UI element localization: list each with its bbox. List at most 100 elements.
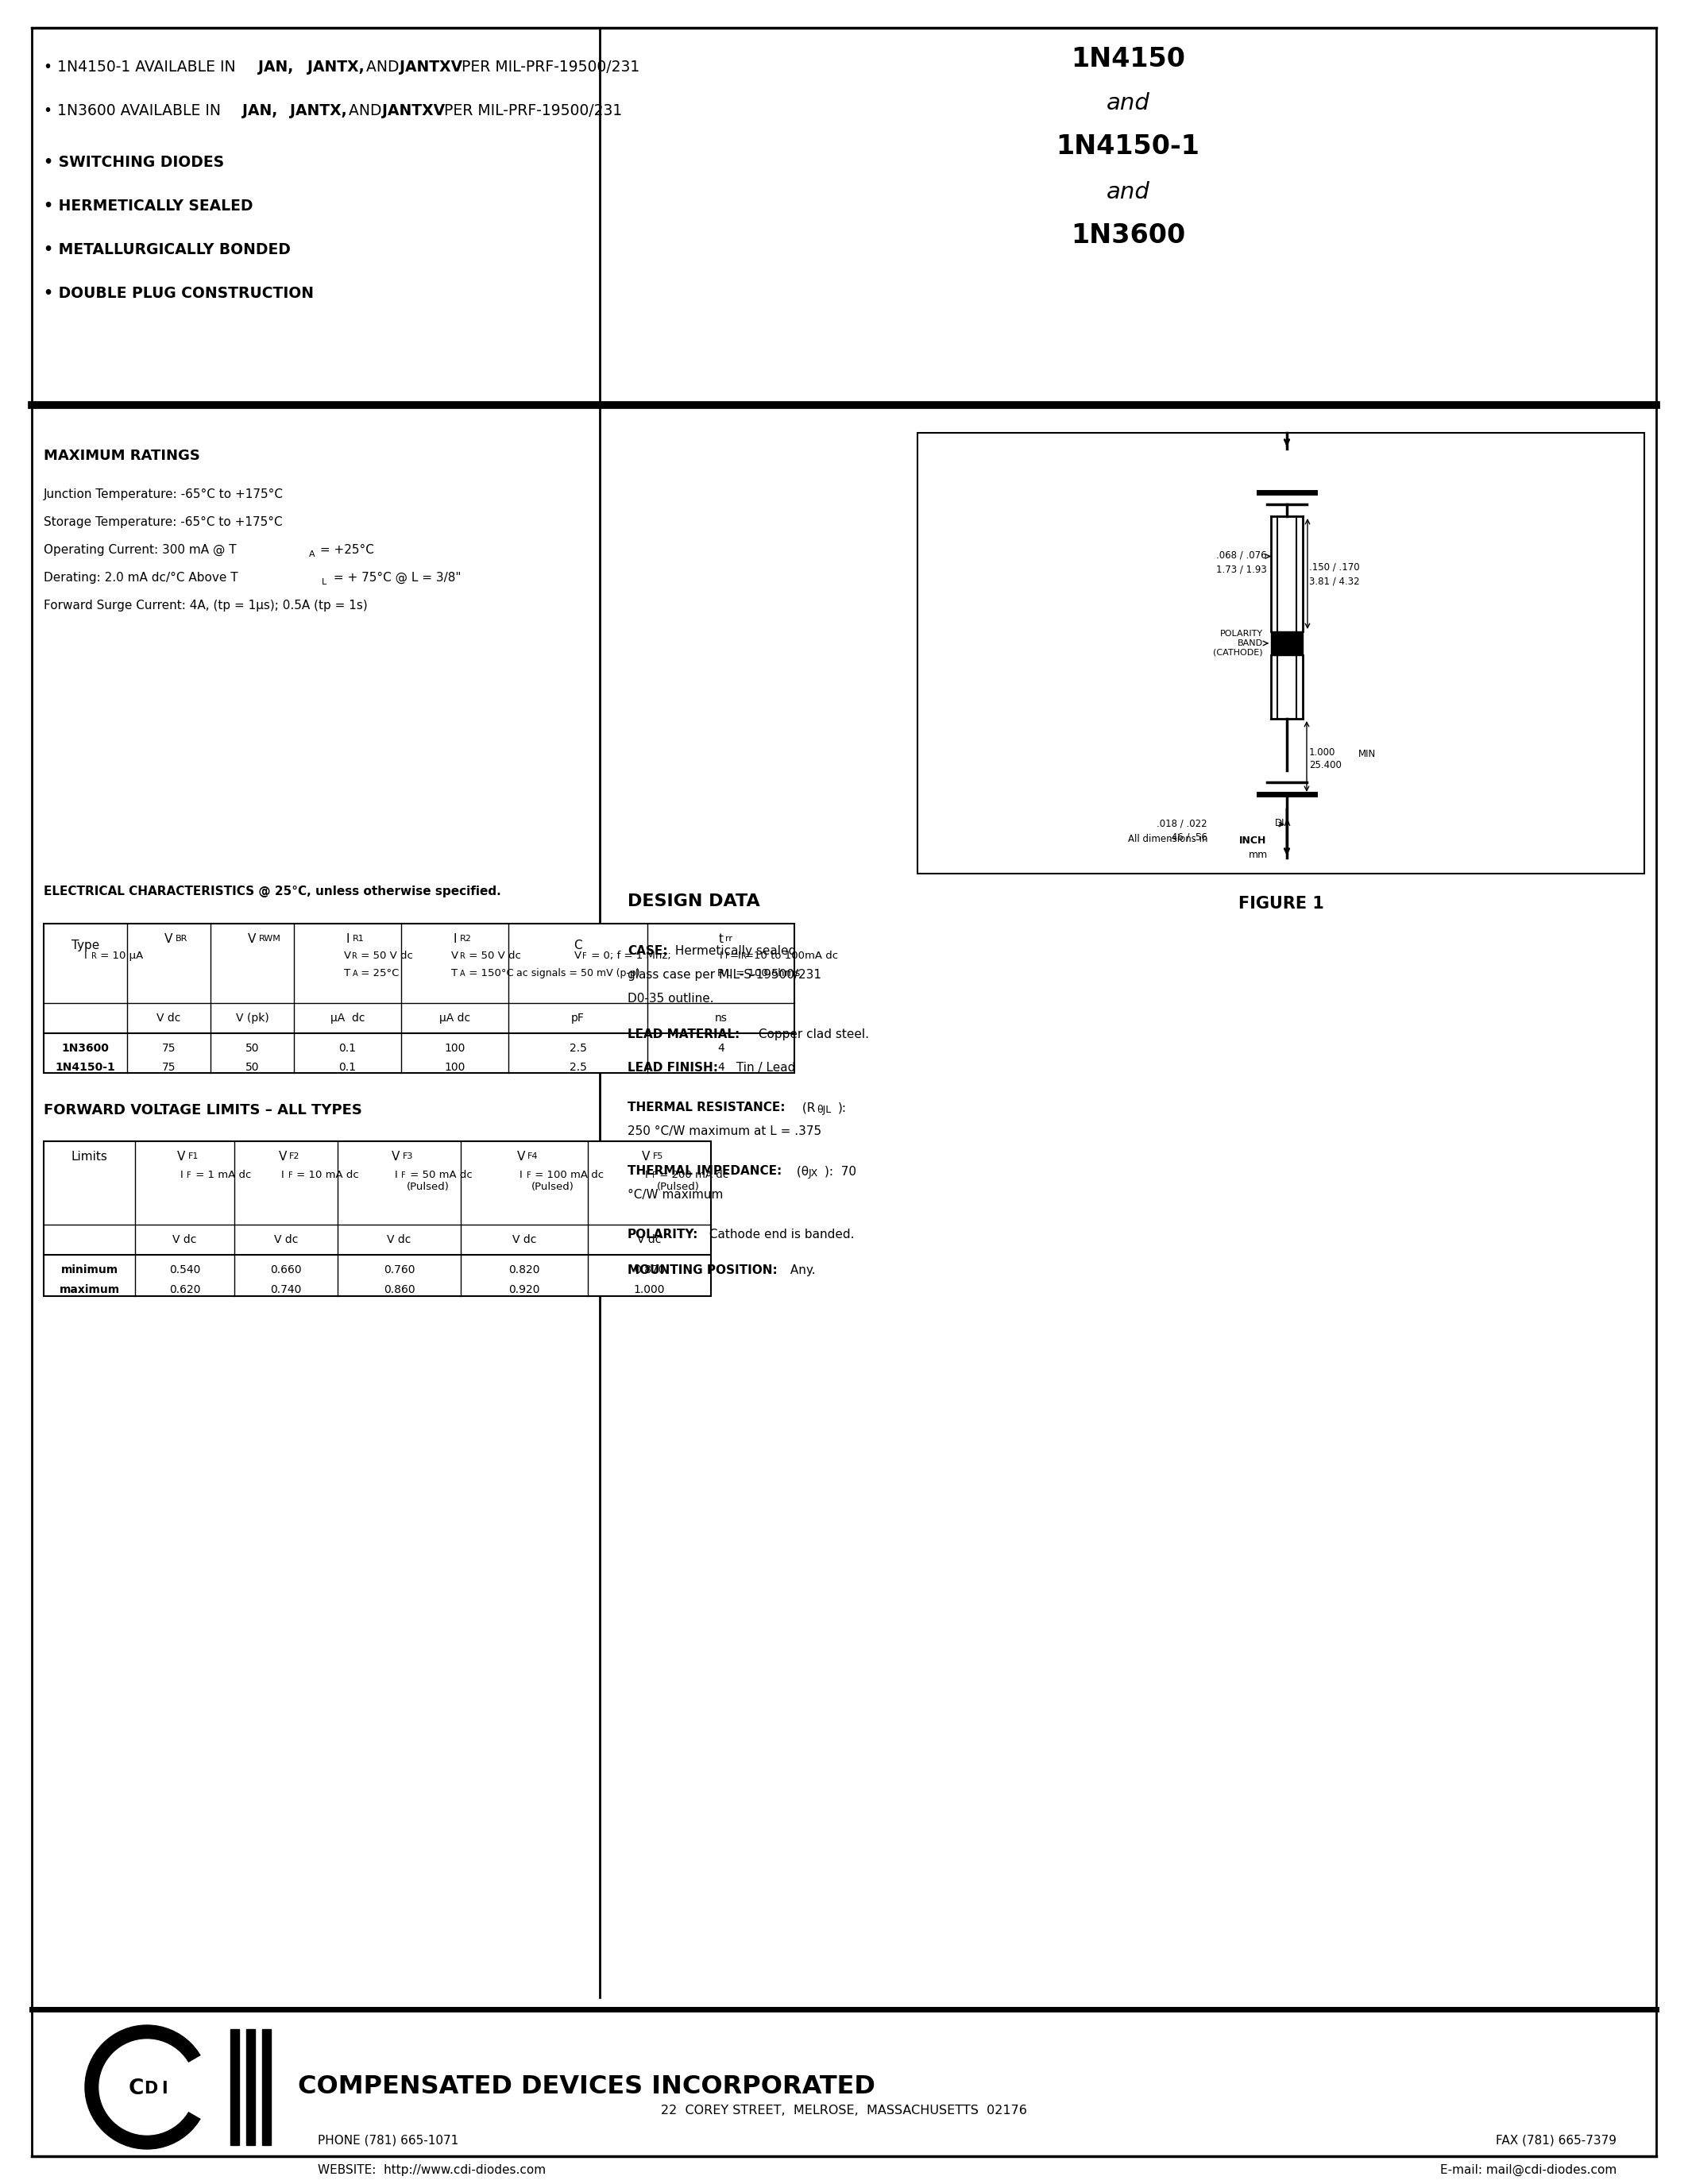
Text: 4: 4: [717, 1061, 724, 1072]
Text: V: V: [451, 950, 459, 961]
Text: 3.81 / 4.32: 3.81 / 4.32: [1310, 577, 1359, 587]
Text: 0.760: 0.760: [383, 1265, 415, 1275]
Bar: [44, 1142, 711, 1295]
Text: 1N4150: 1N4150: [1070, 46, 1185, 72]
Text: T: T: [452, 968, 457, 978]
Text: 1N4150-1: 1N4150-1: [56, 1061, 115, 1072]
Text: D: D: [143, 2081, 157, 2097]
Text: POLARITY:: POLARITY:: [628, 1230, 699, 1241]
Text: 0.1: 0.1: [339, 1042, 356, 1055]
Text: V dc: V dc: [511, 1234, 537, 1245]
Text: A: A: [459, 970, 464, 978]
Text: 0.870: 0.870: [633, 1265, 665, 1275]
Text: F: F: [652, 1171, 657, 1179]
Text: LEAD MATERIAL:: LEAD MATERIAL:: [628, 1029, 739, 1040]
Text: 0.1: 0.1: [339, 1061, 356, 1072]
Circle shape: [84, 2025, 209, 2149]
Circle shape: [100, 2040, 194, 2134]
Text: glass case per MIL-S-19500/231: glass case per MIL-S-19500/231: [628, 970, 822, 981]
Text: JANTXV: JANTXV: [381, 103, 446, 118]
Text: 0.820: 0.820: [508, 1265, 540, 1275]
Text: F3: F3: [402, 1153, 414, 1160]
Text: = 100 ohms: = 100 ohms: [733, 968, 800, 978]
Text: R: R: [717, 968, 724, 978]
Text: CASE:: CASE:: [628, 946, 668, 957]
Text: and: and: [1106, 92, 1150, 114]
Text: I: I: [181, 1171, 182, 1179]
Text: V dc: V dc: [387, 1234, 412, 1245]
Text: °C/W maximum: °C/W maximum: [628, 1188, 722, 1201]
Text: V: V: [641, 1151, 650, 1162]
Text: .46 / .56: .46 / .56: [1168, 832, 1207, 841]
Text: I: I: [520, 1171, 523, 1179]
Text: R: R: [459, 952, 464, 961]
Text: MIN: MIN: [1359, 749, 1376, 758]
Text: F: F: [289, 1171, 292, 1179]
Text: FIGURE 1: FIGURE 1: [1237, 895, 1323, 911]
Text: V (pk): V (pk): [236, 1013, 268, 1024]
Text: 50: 50: [245, 1042, 260, 1055]
Text: 75: 75: [162, 1061, 176, 1072]
Text: μA dc: μA dc: [439, 1013, 471, 1024]
Text: 1N3600: 1N3600: [1070, 223, 1185, 249]
Text: Cathode end is banded.: Cathode end is banded.: [706, 1230, 854, 1241]
Text: ):: ):: [837, 1101, 847, 1114]
Text: = 50 V dc: = 50 V dc: [466, 950, 520, 961]
Text: V: V: [344, 950, 351, 961]
Text: C: C: [128, 2079, 143, 2099]
Text: 0.540: 0.540: [169, 1265, 201, 1275]
Text: I: I: [84, 950, 86, 961]
Text: I: I: [719, 950, 722, 961]
Text: 250 °C/W maximum at L = .375: 250 °C/W maximum at L = .375: [628, 1125, 822, 1138]
Text: POLARITY
BAND
(CATHODE): POLARITY BAND (CATHODE): [1214, 631, 1263, 657]
Text: .068 / .076: .068 / .076: [1217, 550, 1268, 561]
Text: 0.740: 0.740: [270, 1284, 302, 1295]
Text: F: F: [527, 1171, 532, 1179]
Text: L: L: [322, 579, 327, 585]
Text: V dc: V dc: [273, 1234, 299, 1245]
Text: 75: 75: [162, 1042, 176, 1055]
Text: R: R: [741, 952, 746, 961]
Text: L: L: [726, 970, 731, 978]
Text: 0.920: 0.920: [508, 1284, 540, 1295]
Text: F: F: [724, 952, 729, 961]
Text: mm: mm: [1249, 850, 1268, 860]
Text: (θ: (θ: [793, 1164, 809, 1177]
Text: • SWITCHING DIODES: • SWITCHING DIODES: [44, 155, 225, 170]
Text: minimum: minimum: [61, 1265, 118, 1275]
Text: V: V: [165, 933, 172, 946]
Text: JANTX,: JANTX,: [290, 103, 346, 118]
Text: F4: F4: [527, 1153, 538, 1160]
Text: I: I: [346, 933, 349, 946]
Text: Type: Type: [71, 939, 100, 952]
Text: DIA: DIA: [1274, 819, 1291, 828]
Text: JAN,: JAN,: [258, 59, 294, 74]
Text: rr: rr: [724, 935, 733, 943]
Bar: [246, 2029, 255, 2145]
Text: 2.5: 2.5: [569, 1061, 587, 1072]
Text: =I: =I: [729, 950, 741, 961]
Text: THERMAL IMPEDANCE:: THERMAL IMPEDANCE:: [628, 1164, 782, 1177]
Text: 1.000: 1.000: [633, 1284, 665, 1295]
Text: 4: 4: [717, 1042, 724, 1055]
Text: JANTXV: JANTXV: [400, 59, 463, 74]
Text: = 50 V dc: = 50 V dc: [358, 950, 414, 961]
Text: Junction Temperature: -65°C to +175°C: Junction Temperature: -65°C to +175°C: [44, 489, 284, 500]
Text: (R: (R: [798, 1101, 815, 1114]
Text: AND: AND: [344, 103, 387, 118]
Text: F2: F2: [289, 1153, 300, 1160]
Text: PER MIL-PRF-19500/231: PER MIL-PRF-19500/231: [457, 59, 640, 74]
Text: = 25°C: = 25°C: [358, 968, 400, 978]
Text: μA  dc: μA dc: [331, 1013, 365, 1024]
Text: E-mail: mail@cdi-diodes.com: E-mail: mail@cdi-diodes.com: [1440, 2164, 1617, 2175]
Text: 0.620: 0.620: [169, 1284, 201, 1295]
Text: maximum: maximum: [59, 1284, 120, 1295]
Text: Any.: Any.: [787, 1265, 815, 1275]
Text: = 50 mA dc
(Pulsed): = 50 mA dc (Pulsed): [407, 1171, 473, 1192]
Text: Operating Current: 300 mA @ T: Operating Current: 300 mA @ T: [44, 544, 236, 557]
Text: R2: R2: [459, 935, 471, 943]
Text: I: I: [395, 1171, 397, 1179]
Text: JANTX,: JANTX,: [307, 59, 365, 74]
Text: V dc: V dc: [172, 1234, 197, 1245]
Bar: [230, 2029, 240, 2145]
